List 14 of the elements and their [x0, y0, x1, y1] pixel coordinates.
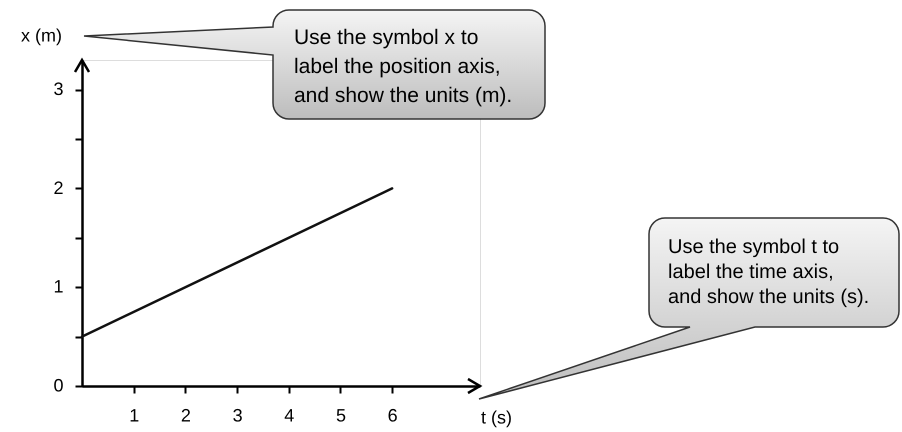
x-tick-label: 5: [336, 406, 346, 426]
y-tick-label: 2: [53, 178, 64, 198]
annotation: Use the symbol x to label the position axis, and show the units (m).: [294, 26, 512, 107]
y-tick-label: 1: [53, 276, 64, 297]
x-tick-label: 2: [180, 406, 191, 426]
y-tick-label: 0: [53, 376, 64, 396]
x-tick-label: 6: [388, 406, 398, 426]
y-axis-title: x (m): [21, 26, 62, 46]
x-axis-title: t (s): [481, 408, 512, 428]
x-tick-label: 4: [284, 406, 294, 426]
x-tick-label: 3: [232, 406, 243, 426]
y-tick-label: 3: [53, 79, 64, 100]
text: Use the symbol t to label the time axis, and show the units (s).: [668, 236, 870, 308]
x-tick-label: 1: [129, 406, 140, 426]
